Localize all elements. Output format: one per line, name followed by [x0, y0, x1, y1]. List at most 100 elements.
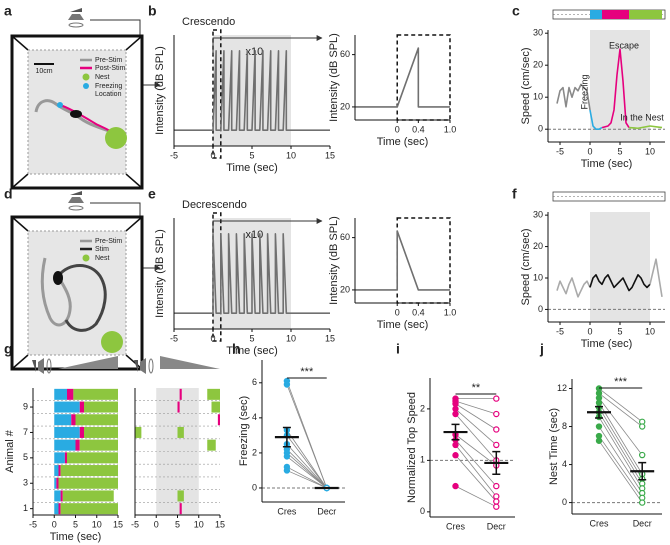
point — [452, 410, 459, 418]
state-segment — [590, 10, 602, 19]
x-tick-label: Cres — [277, 506, 297, 516]
pair-line — [286, 384, 328, 489]
repeat-arrow — [212, 218, 323, 238]
panel-label: d — [4, 186, 13, 202]
y-axis-label: Speed (cm/sec) — [520, 228, 532, 305]
x-tick-label: 10 — [645, 326, 655, 336]
panel-label: b — [148, 3, 157, 19]
y-tick-label: 10 — [533, 92, 543, 102]
interval — [75, 414, 118, 426]
x-tick-label: Cres — [446, 521, 466, 531]
pair-line — [286, 452, 328, 489]
interval — [54, 426, 80, 438]
y-tick-label: 10 — [533, 272, 543, 282]
x-tick-label: 5 — [249, 333, 254, 343]
y-tick-label: 7 — [23, 427, 28, 437]
point — [452, 452, 459, 459]
x-tick-label: 5 — [73, 519, 78, 529]
x-tick-label: 0 — [210, 333, 215, 343]
point — [493, 493, 500, 500]
pair-line — [286, 443, 328, 489]
pair-line — [455, 413, 497, 461]
point — [283, 446, 291, 453]
interval — [84, 426, 118, 438]
line — [589, 109, 603, 130]
x-tick-label: 0 — [154, 519, 159, 529]
chart-title: Decrescendo — [182, 199, 247, 211]
line — [649, 258, 663, 297]
interval — [58, 465, 61, 477]
line — [556, 83, 591, 111]
series-label: Freezing — [579, 74, 589, 109]
interval — [207, 439, 216, 451]
interval — [58, 477, 118, 489]
x-tick-label: 0 — [587, 146, 592, 156]
point — [452, 400, 459, 407]
y-axis-label: Normalized Top Speed — [406, 392, 418, 503]
series-label: Escape — [609, 40, 639, 50]
x-tick-label: -5 — [131, 519, 139, 529]
x-tick-label: 10 — [286, 150, 296, 160]
line — [355, 47, 450, 108]
pair-line — [286, 429, 328, 489]
interval — [54, 477, 57, 489]
point — [493, 426, 500, 433]
x-axis-label: Time (sec) — [581, 158, 633, 170]
y-tick-label: 60 — [340, 49, 350, 59]
point — [493, 410, 500, 418]
interval — [177, 490, 184, 502]
pair-line — [598, 435, 643, 499]
y-tick-label: 0 — [252, 482, 257, 492]
line — [355, 230, 450, 291]
pair-line — [286, 435, 328, 489]
pair-line — [455, 444, 497, 497]
line — [628, 125, 663, 130]
line — [556, 277, 591, 298]
y-tick-label: 9 — [23, 401, 28, 411]
y-axis-label: Speed (cm/sec) — [520, 47, 532, 124]
legend-label: Pre-Stim — [95, 57, 122, 64]
y-axis-label: Animal # — [4, 429, 16, 473]
x-axis-label: Time (sec) — [50, 531, 102, 543]
pair-line — [598, 412, 643, 484]
pair-line — [286, 456, 327, 489]
interval — [177, 426, 184, 438]
pair-line — [286, 466, 327, 489]
panel-label: j — [539, 341, 544, 357]
y-axis-label: Intensity (dB SPL) — [328, 33, 340, 122]
x-tick-label: Decr — [633, 518, 652, 528]
x-tick-label: -5 — [29, 519, 37, 529]
interval — [71, 414, 76, 426]
pair-line — [455, 485, 497, 508]
y-tick-label: 1 — [420, 455, 425, 465]
point — [493, 441, 500, 449]
interval — [211, 401, 220, 413]
x-tick-label: 10 — [194, 519, 204, 529]
interval — [135, 426, 142, 438]
interval — [54, 503, 59, 515]
line — [174, 50, 330, 131]
repeat-arrow — [212, 35, 323, 55]
y-axis-label: Intensity (dB SPL) — [154, 229, 166, 318]
interval — [67, 452, 118, 464]
annotation: x10 — [245, 229, 263, 241]
y-tick-label: 0 — [562, 497, 567, 507]
pair-line — [286, 449, 328, 489]
x-tick-label: -5 — [556, 326, 564, 336]
point — [283, 453, 291, 460]
y-tick-label: 1 — [23, 503, 28, 513]
y-tick-label: 4 — [252, 412, 257, 422]
line — [174, 233, 330, 314]
legend-label: Freezing — [95, 83, 122, 90]
pair-line — [598, 388, 643, 423]
legend-label: Post-Stim — [95, 65, 126, 72]
x-axis-label: Time (sec) — [377, 319, 429, 331]
x-tick-label: -5 — [556, 146, 564, 156]
interval — [217, 414, 220, 426]
shade — [590, 212, 650, 322]
pair-line — [598, 392, 643, 427]
legend-label: Nest — [95, 74, 109, 81]
pair-line — [598, 397, 643, 456]
line — [601, 48, 630, 129]
x-tick-label: -5 — [170, 150, 178, 160]
